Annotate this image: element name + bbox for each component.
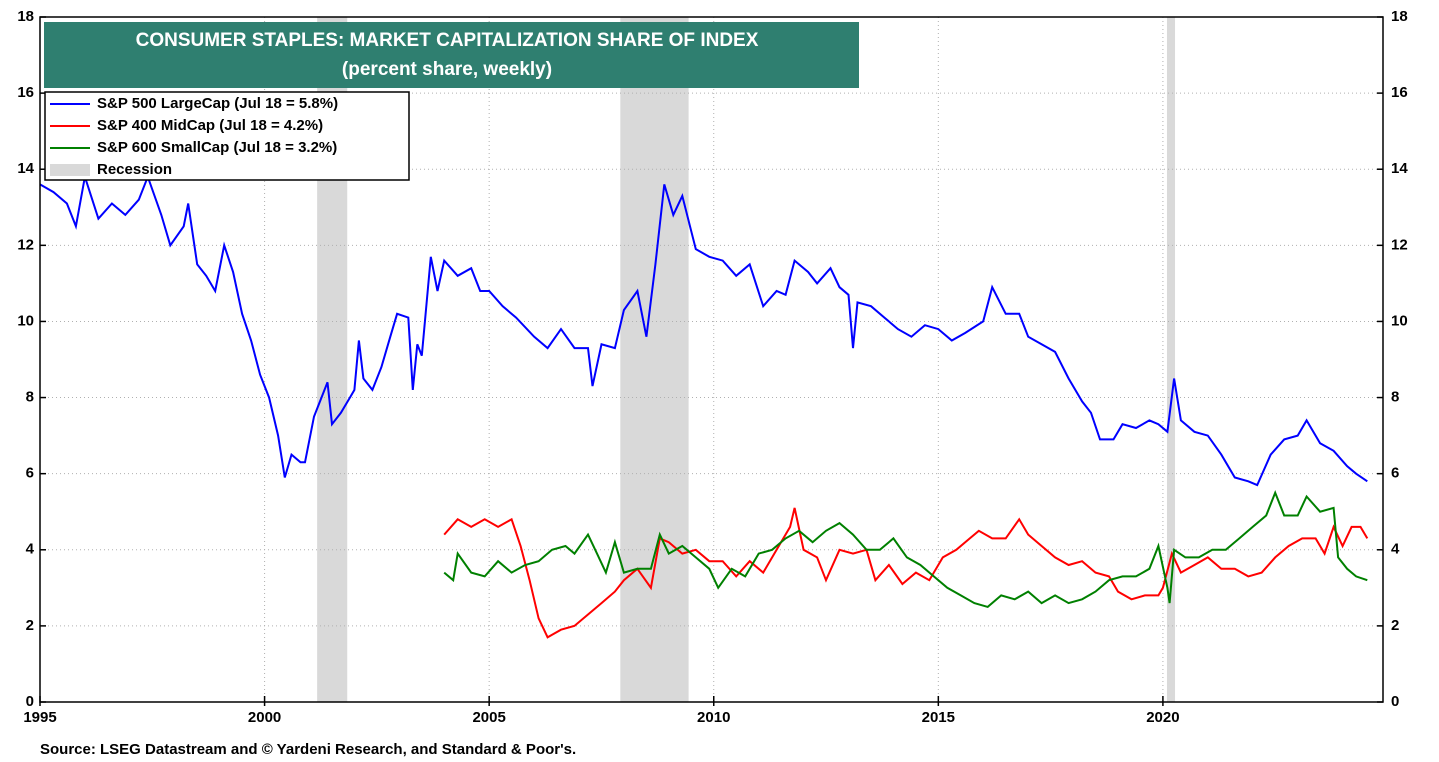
series-line	[443, 489, 1368, 609]
legend-label: S&P 600 SmallCap (Jul 18 = 3.2%)	[97, 139, 337, 156]
y2-tick-label: 10	[1391, 312, 1408, 329]
y-tick-label: 12	[17, 236, 34, 253]
y-tick-label: 18	[17, 8, 34, 25]
x-tick-label: 1995	[23, 709, 56, 726]
legend-box	[44, 91, 410, 181]
legend: S&P 500 LargeCap (Jul 18 = 5.8%) S&P 400 …	[50, 95, 338, 178]
y-tick-label: 14	[17, 160, 34, 177]
y2-tick-label: 0	[1391, 693, 1399, 710]
y2-tick-label: 8	[1391, 389, 1399, 406]
axis-layer: 0 2 4 6 8 10 12 14 16 18 0 2 4 6 8 10 12 14 16 18 1995 2000 20…	[17, 8, 1408, 726]
recession-band	[1166, 17, 1176, 702]
y-tick-label: 8	[26, 389, 34, 406]
plot-frame	[39, 16, 1384, 703]
x-tick-label: 2005	[472, 709, 505, 726]
line-layer	[39, 173, 1369, 639]
y-tick-label: 16	[17, 84, 34, 101]
chart-subtitle: (percent share, weekly)	[342, 59, 552, 80]
y2-tick-label: 2	[1391, 617, 1399, 634]
series-line	[443, 507, 1369, 639]
recession-band	[620, 17, 689, 702]
legend-label: Recession	[97, 161, 172, 178]
title-box	[44, 22, 859, 88]
x-tick-label: 2000	[248, 709, 281, 726]
source-note: Source: LSEG Datastream and © Yardeni Re…	[40, 741, 576, 758]
y2-tick-label: 6	[1391, 465, 1399, 482]
series-line	[39, 173, 1368, 487]
x-tick-label: 2020	[1146, 709, 1179, 726]
legend-label: S&P 500 LargeCap (Jul 18 = 5.8%)	[97, 95, 338, 112]
y-tick-label: 0	[26, 693, 34, 710]
y-tick-label: 4	[26, 541, 35, 558]
y2-tick-label: 18	[1391, 8, 1408, 25]
y2-tick-label: 12	[1391, 236, 1408, 253]
y2-tick-label: 16	[1391, 84, 1408, 101]
y2-tick-label: 14	[1391, 160, 1408, 177]
y2-tick-label: 4	[1391, 541, 1400, 558]
chart-title: CONSUMER STAPLES: MARKET CAPITALIZATION …	[136, 30, 759, 51]
legend-label: S&P 400 MidCap (Jul 18 = 4.2%)	[97, 117, 323, 134]
y-tick-label: 10	[17, 312, 34, 329]
x-tick-label: 2010	[697, 709, 730, 726]
y-tick-label: 6	[26, 465, 34, 482]
x-tick-label: 2015	[922, 709, 955, 726]
y-tick-label: 2	[26, 617, 34, 634]
legend-swatch	[50, 164, 90, 176]
